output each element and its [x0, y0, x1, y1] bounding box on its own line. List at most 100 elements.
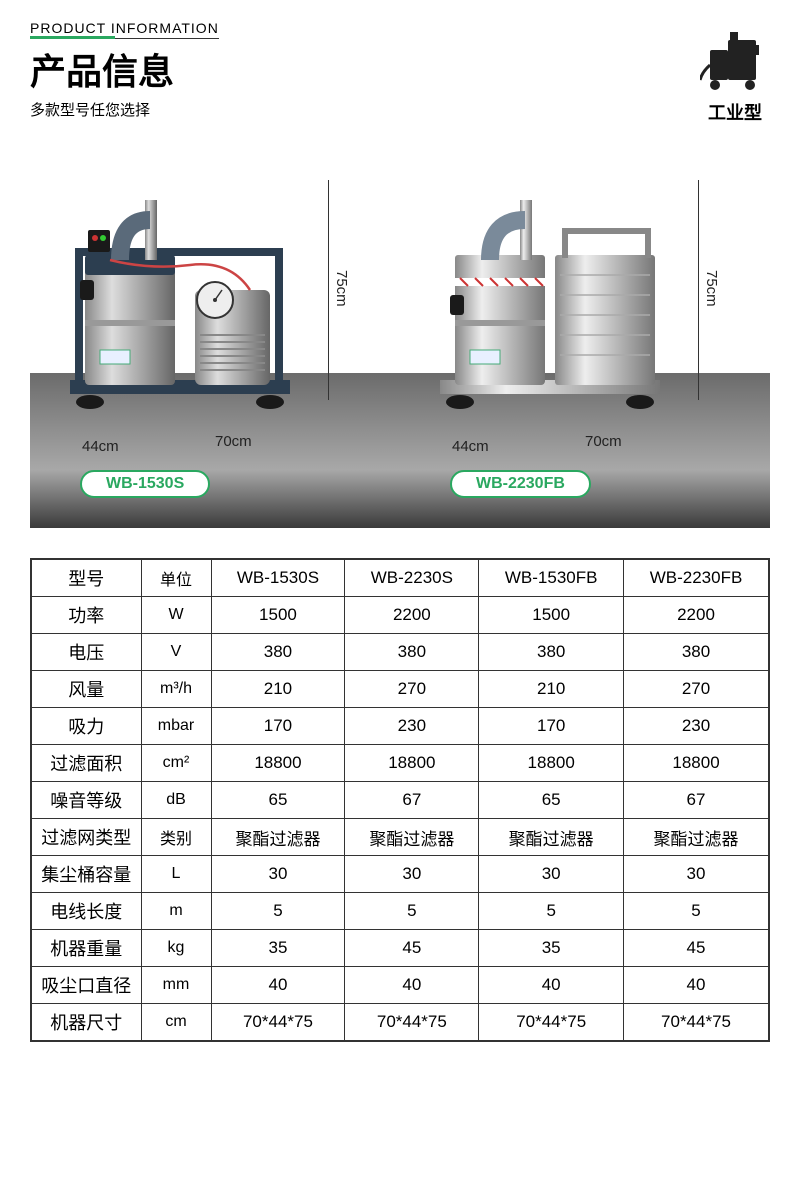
- type-badge-text: 工业型: [700, 99, 770, 125]
- row-label: 吸力: [31, 708, 141, 745]
- table-row: 噪音等级dB65676567: [31, 782, 769, 819]
- row-value: 聚酯过滤器: [211, 819, 345, 856]
- header-model-0: WB-1530S: [211, 559, 345, 597]
- header-model-1: WB-2230S: [345, 559, 479, 597]
- dim-height-1: 75cm: [333, 270, 350, 307]
- row-value: 70*44*75: [479, 1004, 624, 1042]
- row-unit: W: [141, 597, 211, 634]
- row-label: 过滤网类型: [31, 819, 141, 856]
- row-label: 电压: [31, 634, 141, 671]
- row-value: 40: [624, 967, 769, 1004]
- machine-2-illustration: [420, 170, 680, 430]
- row-value: 230: [345, 708, 479, 745]
- row-value: 380: [624, 634, 769, 671]
- row-value: 380: [345, 634, 479, 671]
- table-row: 风量m³/h210270210270: [31, 671, 769, 708]
- table-row: 机器尺寸cm70*44*7570*44*7570*44*7570*44*75: [31, 1004, 769, 1042]
- machine-1-illustration: [50, 170, 310, 430]
- type-badge: 工业型: [700, 30, 770, 125]
- row-value: 40: [211, 967, 345, 1004]
- row-unit: cm²: [141, 745, 211, 782]
- row-value: 70*44*75: [345, 1004, 479, 1042]
- row-value: 5: [479, 893, 624, 930]
- table-row: 集尘桶容量L30303030: [31, 856, 769, 893]
- dim-depth-2: 70cm: [585, 433, 622, 450]
- row-label: 机器重量: [31, 930, 141, 967]
- row-unit: mm: [141, 967, 211, 1004]
- row-value: 2200: [624, 597, 769, 634]
- header-chinese: 产品信息: [30, 43, 770, 95]
- header-subtitle: 多款型号任您选择: [30, 99, 770, 120]
- row-value: 18800: [624, 745, 769, 782]
- product-1: 75cm 44cm 70cm WB-1530S: [50, 150, 380, 498]
- table-row: 功率W1500220015002200: [31, 597, 769, 634]
- row-value: 35: [211, 930, 345, 967]
- row-label: 吸尘口直径: [31, 967, 141, 1004]
- row-value: 1500: [211, 597, 345, 634]
- row-value: 70*44*75: [211, 1004, 345, 1042]
- row-label: 机器尺寸: [31, 1004, 141, 1042]
- row-value: 67: [345, 782, 479, 819]
- row-unit: L: [141, 856, 211, 893]
- header-english: PRODUCT INFORMATION: [30, 20, 219, 39]
- row-unit: kg: [141, 930, 211, 967]
- row-value: 40: [479, 967, 624, 1004]
- row-value: 18800: [345, 745, 479, 782]
- row-value: 45: [624, 930, 769, 967]
- row-value: 5: [345, 893, 479, 930]
- row-label: 风量: [31, 671, 141, 708]
- row-unit: cm: [141, 1004, 211, 1042]
- row-unit: m³/h: [141, 671, 211, 708]
- product-2-tag: WB-2230FB: [450, 470, 591, 498]
- row-label: 集尘桶容量: [31, 856, 141, 893]
- row-value: 30: [479, 856, 624, 893]
- table-row: 机器重量kg35453545: [31, 930, 769, 967]
- product-1-tag: WB-1530S: [80, 470, 210, 498]
- row-value: 30: [624, 856, 769, 893]
- dim-depth-1: 70cm: [215, 433, 252, 450]
- header-model-3: WB-2230FB: [624, 559, 769, 597]
- row-value: 65: [479, 782, 624, 819]
- row-unit: mbar: [141, 708, 211, 745]
- row-unit: m: [141, 893, 211, 930]
- row-value: 1500: [479, 597, 624, 634]
- row-value: 聚酯过滤器: [624, 819, 769, 856]
- dim-width-2: 44cm: [452, 438, 489, 455]
- row-value: 45: [345, 930, 479, 967]
- row-label: 功率: [31, 597, 141, 634]
- header: PRODUCT INFORMATION 产品信息 多款型号任您选择 工业型: [30, 20, 770, 120]
- row-value: 210: [211, 671, 345, 708]
- products-showcase: 75cm 44cm 70cm WB-1530S: [30, 140, 770, 528]
- table-row: 电压V380380380380: [31, 634, 769, 671]
- row-value: 5: [624, 893, 769, 930]
- row-value: 聚酯过滤器: [345, 819, 479, 856]
- industrial-icon: [700, 30, 770, 95]
- row-value: 380: [479, 634, 624, 671]
- row-value: 170: [479, 708, 624, 745]
- row-value: 380: [211, 634, 345, 671]
- dim-height-2: 75cm: [703, 270, 720, 307]
- row-value: 30: [345, 856, 479, 893]
- row-value: 40: [345, 967, 479, 1004]
- row-value: 5: [211, 893, 345, 930]
- row-value: 2200: [345, 597, 479, 634]
- row-value: 聚酯过滤器: [479, 819, 624, 856]
- row-value: 270: [624, 671, 769, 708]
- row-label: 噪音等级: [31, 782, 141, 819]
- table-row: 吸力mbar170230170230: [31, 708, 769, 745]
- header-model-2: WB-1530FB: [479, 559, 624, 597]
- row-value: 230: [624, 708, 769, 745]
- table-row: 吸尘口直径mm40404040: [31, 967, 769, 1004]
- row-value: 70*44*75: [624, 1004, 769, 1042]
- table-row: 过滤面积cm²18800188001880018800: [31, 745, 769, 782]
- row-value: 170: [211, 708, 345, 745]
- table-header-row: 型号 单位 WB-1530S WB-2230S WB-1530FB WB-223…: [31, 559, 769, 597]
- row-value: 30: [211, 856, 345, 893]
- header-unit: 单位: [141, 559, 211, 597]
- row-unit: V: [141, 634, 211, 671]
- header-label: 型号: [31, 559, 141, 597]
- row-unit: 类别: [141, 819, 211, 856]
- table-row: 过滤网类型类别聚酯过滤器聚酯过滤器聚酯过滤器聚酯过滤器: [31, 819, 769, 856]
- row-value: 67: [624, 782, 769, 819]
- row-value: 270: [345, 671, 479, 708]
